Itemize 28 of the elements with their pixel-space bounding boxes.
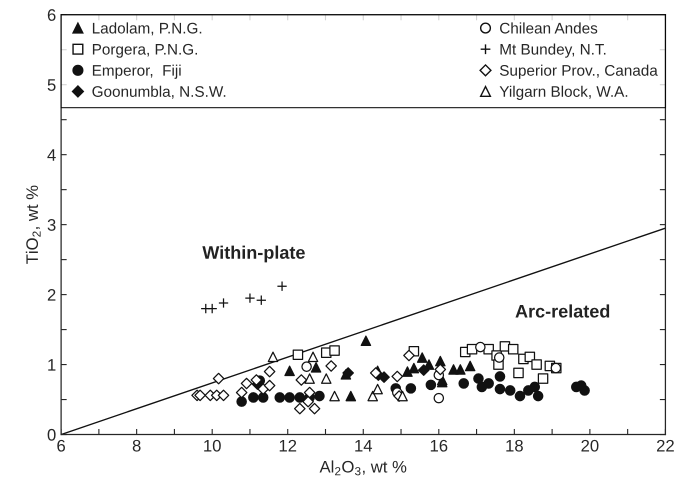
legend-label: Emperor, Fiji [92,64,181,79]
y-tick-label: 5 [48,79,56,91]
y-tick-label: 6 [48,9,56,21]
x-tick-label: 8 [132,440,141,452]
x-tick-label: 20 [581,440,598,452]
x-tick-label: 16 [430,440,448,452]
x-tick-label: 6 [57,440,66,452]
x-tick-label: 12 [280,440,296,452]
y-tick-label: 1 [48,359,56,371]
x-axis-title: Al$_{2}$O$_{3}$, wt % [320,460,406,476]
annotation: Arc-related [515,304,610,318]
x-tick-label: 10 [204,440,221,452]
x-tick-label: 22 [656,440,674,452]
x-tick-label: 18 [506,440,523,452]
y-tick-label: 4 [47,149,56,161]
legend-label: Chilean Andes [500,22,598,34]
legend-label: Porgera, P.N.G. [92,44,197,58]
annotation: Within-plate [202,246,305,262]
legend-label: Ladolam, P.N.G. [92,22,202,36]
y-tick-label: 3 [48,219,56,231]
legend-label: Yilgarn Block, W.A. [500,86,628,100]
y-tick-label: 2 [48,289,56,301]
y-axis-title: TiO$_{2}$, wt % [26,186,41,264]
legend-label: Goonumbla, N.S.W. [92,86,226,99]
legend-label: Mt Bundey, N.T. [500,43,606,58]
y-tick-label: 0 [48,428,56,441]
x-tick-label: 14 [355,440,372,452]
legend-label: Superior Prov., Canada [500,64,658,79]
